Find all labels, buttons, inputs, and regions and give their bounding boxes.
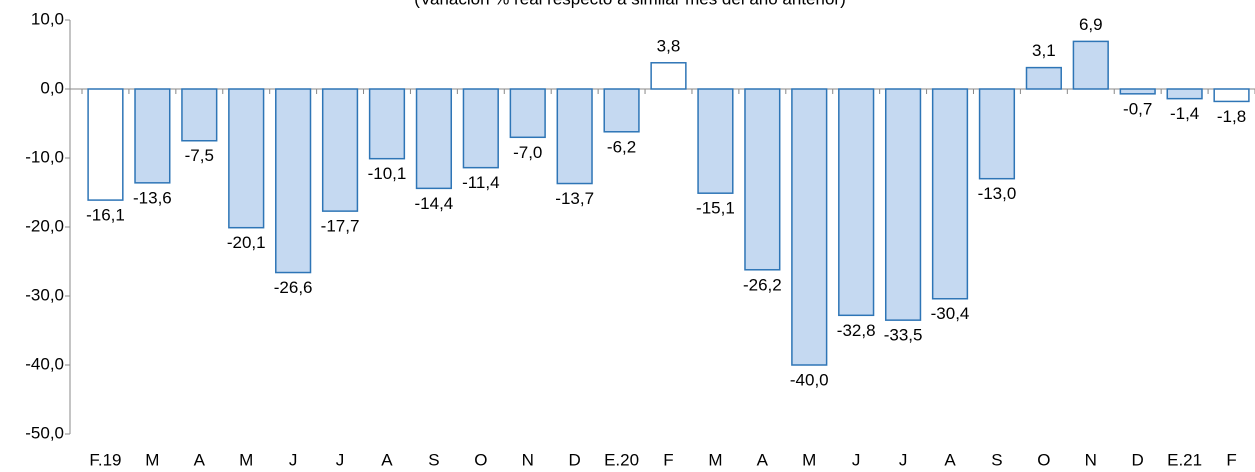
data-label: -0,7	[1123, 99, 1152, 118]
data-label: -7,0	[513, 143, 542, 162]
bar	[791, 88, 828, 366]
x-tick-label: J	[852, 450, 861, 469]
bar	[697, 88, 734, 194]
bar	[87, 88, 124, 201]
x-tick-label: F	[663, 450, 673, 469]
x-tick-label: F.19	[89, 450, 121, 469]
x-tick-label: A	[757, 450, 769, 469]
data-label: -30,4	[931, 304, 970, 323]
x-tick-label: E.21	[1167, 450, 1202, 469]
data-label: -17,7	[321, 217, 360, 236]
data-label: 3,8	[657, 36, 681, 55]
bar	[134, 88, 171, 184]
data-label: -33,5	[884, 326, 923, 345]
data-label: -6,2	[607, 137, 636, 156]
y-tick-label: -30,0	[25, 285, 64, 304]
data-label: -13,7	[555, 189, 594, 208]
x-tick-label: J	[899, 450, 908, 469]
data-label: -7,5	[185, 146, 214, 165]
x-tick-label: N	[522, 450, 534, 469]
x-tick-label: J	[289, 450, 298, 469]
bar	[415, 88, 453, 190]
bar	[1072, 40, 1109, 90]
bar	[368, 88, 406, 160]
bar	[181, 88, 218, 142]
y-tick-label: 0,0	[40, 78, 64, 97]
y-tick-label: -10,0	[25, 147, 64, 166]
x-tick-label: O	[1037, 450, 1050, 469]
y-tick-label: 10,0	[31, 9, 64, 28]
data-label: -16,1	[86, 206, 125, 225]
bar	[603, 88, 640, 133]
data-label: -26,2	[743, 275, 782, 294]
y-tick-label: -50,0	[25, 423, 64, 442]
x-tick-label: M	[145, 450, 159, 469]
x-tick-label: D	[569, 450, 581, 469]
data-label: -40,0	[790, 370, 829, 389]
x-tick-label: D	[1132, 450, 1144, 469]
bar	[462, 88, 499, 169]
chart-subtitle: (Variación % real respecto a similar mes…	[414, 0, 845, 8]
data-label: -11,4	[462, 173, 500, 192]
bar	[838, 88, 875, 317]
y-tick-label: -40,0	[25, 354, 64, 373]
bar	[931, 88, 969, 300]
x-tick-label: N	[1085, 450, 1097, 469]
y-tick-label: -20,0	[25, 216, 64, 235]
data-label: 3,1	[1032, 41, 1056, 60]
bar	[556, 88, 593, 185]
data-label: -1,8	[1217, 107, 1246, 126]
data-label: -1,4	[1170, 104, 1199, 123]
bar	[1119, 88, 1156, 95]
bar	[321, 88, 359, 212]
bar	[744, 88, 781, 271]
x-tick-label: F	[1226, 450, 1236, 469]
bar	[228, 88, 265, 229]
bar	[1025, 66, 1062, 90]
data-label: 6,9	[1079, 15, 1103, 34]
x-tick-label: O	[474, 450, 487, 469]
data-label: -13,0	[978, 184, 1017, 203]
data-label: -26,6	[274, 278, 313, 297]
data-label: -15,1	[696, 199, 735, 218]
data-label: -32,8	[837, 321, 876, 340]
x-tick-label: A	[194, 450, 206, 469]
x-tick-label: A	[381, 450, 393, 469]
data-label: -10,1	[368, 164, 407, 183]
x-tick-label: A	[944, 450, 956, 469]
x-tick-label: M	[239, 450, 253, 469]
bar	[884, 88, 922, 321]
x-tick-label: J	[336, 450, 345, 469]
bar	[650, 62, 687, 90]
bar	[509, 88, 546, 139]
x-tick-label: S	[991, 450, 1002, 469]
x-tick-label: E.20	[604, 450, 639, 469]
data-label: -20,1	[227, 233, 266, 252]
bar	[1166, 88, 1203, 100]
x-tick-label: M	[802, 450, 816, 469]
x-tick-label: M	[708, 450, 722, 469]
bar	[1213, 88, 1250, 103]
data-label: -13,6	[133, 188, 172, 207]
bar	[978, 88, 1016, 180]
x-tick-label: S	[428, 450, 439, 469]
data-label: -14,4	[415, 194, 454, 213]
bar	[275, 88, 312, 274]
